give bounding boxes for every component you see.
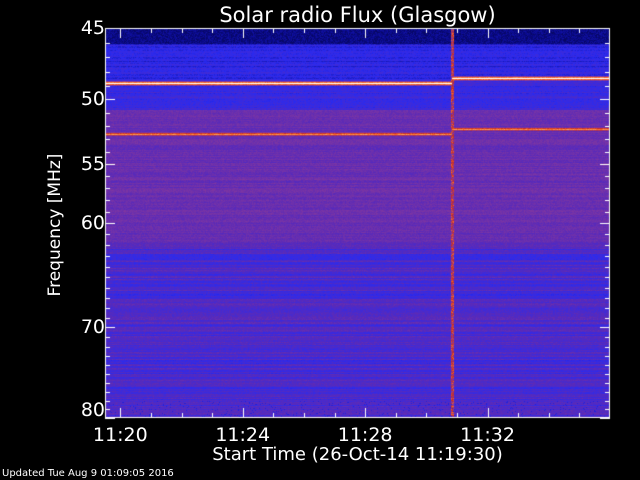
x-tick-label: 11:32 [460,424,515,446]
y-tick-label: 70 [80,316,105,339]
x-tick-label: 11:28 [337,424,393,446]
updated-timestamp: Updated Tue Aug 9 01:09:05 2016 [2,468,174,479]
y-tick-label: 80 [80,399,105,421]
x-axis-label: Start Time (26-Oct-14 11:19:30) [212,444,503,465]
chart-title: Solar radio Flux (Glasgow) [219,3,496,27]
y-tick-label: 50 [80,88,105,111]
y-tick-label: 55 [80,153,105,176]
y-axis-label: Frequency [MHz] [45,153,65,297]
x-tick-label: 11:20 [92,424,148,446]
y-tick-label: 45 [80,17,105,39]
y-tick-label: 60 [80,212,105,234]
x-tick-label: 11:24 [215,424,271,446]
